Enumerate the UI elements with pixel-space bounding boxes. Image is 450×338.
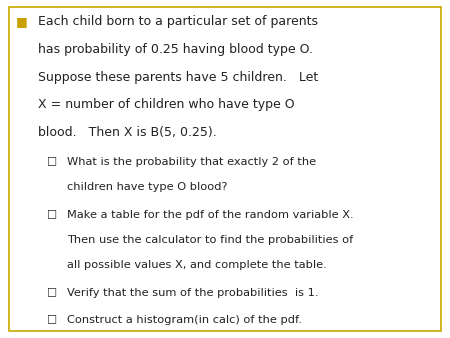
Text: □: □ xyxy=(47,286,57,296)
Text: all possible values X, and complete the table.: all possible values X, and complete the … xyxy=(67,260,326,270)
Text: Construct a histogram(in calc) of the pdf.: Construct a histogram(in calc) of the pd… xyxy=(67,315,302,325)
Text: Suppose these parents have 5 children.   Let: Suppose these parents have 5 children. L… xyxy=(38,71,319,83)
Text: children have type O blood?: children have type O blood? xyxy=(67,182,227,192)
Text: What is the probability that exactly 2 of the: What is the probability that exactly 2 o… xyxy=(67,157,316,167)
Text: □: □ xyxy=(47,155,57,166)
Text: □: □ xyxy=(47,208,57,218)
Text: has probability of 0.25 having blood type O.: has probability of 0.25 having blood typ… xyxy=(38,43,313,56)
Text: Make a table for the pdf of the random variable X.: Make a table for the pdf of the random v… xyxy=(67,210,353,220)
Text: Each child born to a particular set of parents: Each child born to a particular set of p… xyxy=(38,15,318,28)
Text: blood.   Then X is B(5, 0.25).: blood. Then X is B(5, 0.25). xyxy=(38,126,217,139)
Text: □: □ xyxy=(47,314,57,324)
Text: ■: ■ xyxy=(16,15,27,28)
Text: Verify that the sum of the probabilities  is 1.: Verify that the sum of the probabilities… xyxy=(67,288,318,298)
Text: X = number of children who have type O: X = number of children who have type O xyxy=(38,98,295,111)
Text: Then use the calculator to find the probabilities of: Then use the calculator to find the prob… xyxy=(67,235,353,245)
FancyBboxPatch shape xyxy=(9,7,441,331)
